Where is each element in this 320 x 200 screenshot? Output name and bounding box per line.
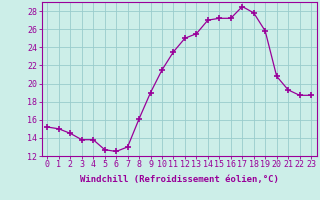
X-axis label: Windchill (Refroidissement éolien,°C): Windchill (Refroidissement éolien,°C) <box>80 175 279 184</box>
